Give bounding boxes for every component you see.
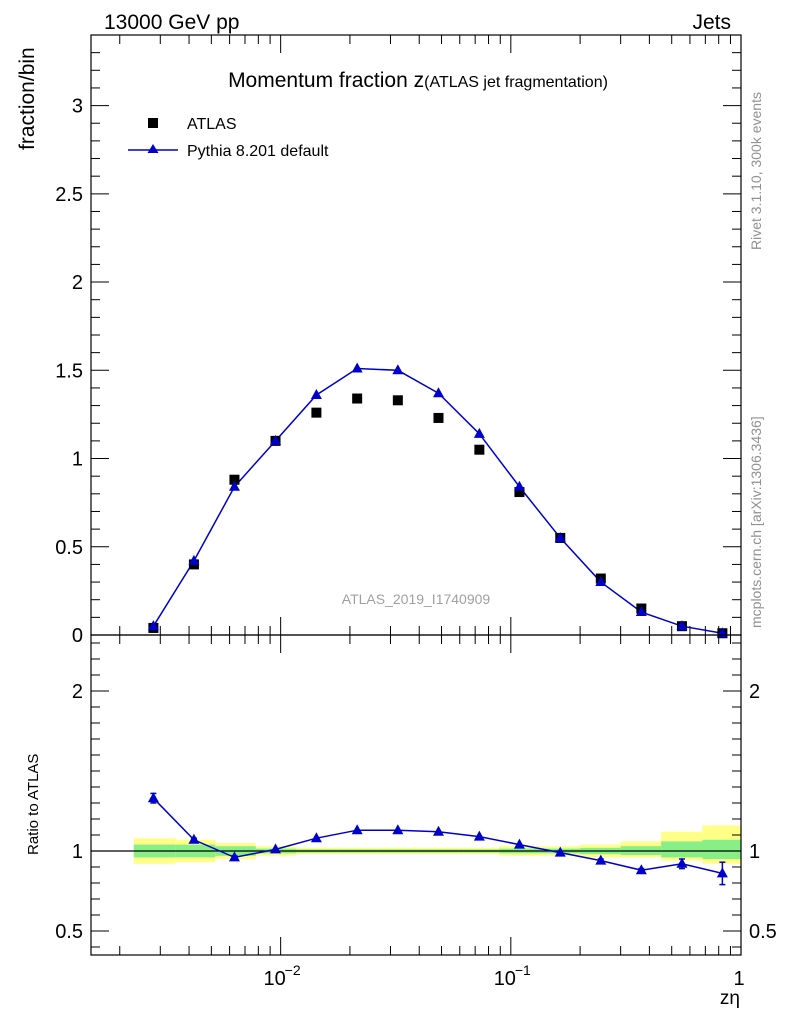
ratio-band-inner: [661, 841, 703, 858]
pythia-point: [432, 387, 444, 398]
x-axis-label: zη: [720, 988, 740, 1009]
main-y-tick-label: 2: [72, 272, 83, 294]
ratio-pythia-point: [513, 838, 525, 849]
x-tick-exponent: −1: [515, 962, 531, 978]
x-tick-label: 10: [264, 968, 286, 990]
ratio-y-tick-label-left: 1: [72, 841, 83, 863]
ratio-band-inner: [702, 839, 741, 859]
main-y-tick-label: 3: [72, 96, 83, 118]
pythia-point: [188, 554, 200, 565]
chart-title-main: Momentum fraction z: [228, 69, 424, 92]
ratio-pythia-point: [392, 824, 404, 835]
ratio-y-tick-label-right: 0.5: [749, 921, 777, 943]
legend: ATLAS Pythia 8.201 default: [128, 116, 329, 160]
ratio-pythia-point: [676, 857, 688, 868]
ratio-pythia-line: [152, 797, 723, 875]
ratio-pythia-point: [310, 832, 322, 843]
atlas-point: [352, 393, 363, 404]
legend-pythia-marker: [147, 144, 159, 153]
pythia-point: [635, 606, 647, 617]
atlas-point: [474, 444, 485, 455]
ratio-pythia-point: [473, 830, 485, 841]
ratio-pythia-point: [635, 864, 647, 875]
atlas-point: [514, 487, 525, 498]
ratio-pythia-point: [270, 843, 282, 854]
ratio-pythia-point: [554, 846, 566, 857]
chart-title-suffix: (ATLAS jet fragmentation): [424, 74, 608, 91]
analysis-watermark: ATLAS_2019_I1740909: [342, 591, 491, 607]
ratio-panel-frame: [90, 634, 742, 956]
pythia-point: [473, 427, 485, 438]
pythia-point: [147, 620, 159, 631]
pythia-point: [554, 531, 566, 542]
main-y-tick-label: 1.5: [55, 360, 83, 382]
pythia-point: [595, 576, 607, 587]
legend-atlas-label: ATLAS: [187, 116, 237, 133]
pythia-point: [676, 620, 688, 631]
main-y-tick-label: 2.5: [55, 184, 83, 206]
atlas-point: [433, 412, 444, 423]
mcplots-source-label: mcplots.cern.ch [arXiv:1306.3436]: [748, 416, 764, 628]
category-label: Jets: [692, 11, 731, 34]
atlas-point: [392, 395, 403, 406]
atlas-point: [229, 474, 240, 485]
main-data-layer: [147, 362, 728, 639]
pythia-point: [228, 480, 240, 491]
ratio-pythia-point: [351, 824, 363, 835]
ratio-pythia-point: [595, 854, 607, 865]
ratio-data-layer: [147, 792, 728, 886]
x-tick-label: 1: [733, 968, 744, 990]
ratio-x-axis: 10−2 10−1 1: [119, 635, 745, 990]
legend-pythia-label: Pythia 8.201 default: [187, 143, 329, 160]
x-tick-exponent: −2: [285, 962, 301, 978]
rivet-events-label: Rivet 3.1.10, 300k events: [748, 92, 764, 250]
pythia-point: [513, 480, 525, 491]
pythia-point: [270, 434, 282, 445]
legend-atlas-marker: [148, 118, 158, 128]
main-y-tick-label: 0: [72, 625, 83, 647]
ratio-y-label: Ratio to ATLAS: [25, 754, 42, 855]
ratio-pythia-point: [188, 833, 200, 844]
x-tick-label: 10: [494, 968, 516, 990]
ratio-y-tick-label-right: 2: [749, 681, 760, 703]
pythia-point: [351, 362, 363, 373]
ratio-y-tick-label-left: 2: [72, 681, 83, 703]
pythia-point: [310, 389, 322, 399]
atlas-point: [311, 407, 322, 418]
ratio-pythia-point: [432, 825, 444, 836]
pythia-point: [392, 364, 404, 375]
main-y-axis: 0 0.5 1 1.5 2 2.5 3: [55, 34, 741, 647]
ratio-pythia-point: [147, 792, 159, 803]
ratio-pythia-point: [228, 851, 240, 862]
chart-title: Momentum fraction z(ATLAS jet fragmentat…: [228, 69, 608, 92]
ratio-pythia-point: [716, 867, 728, 878]
main-y-label: fraction/bin: [16, 47, 39, 150]
main-y-tick-label: 1: [72, 449, 83, 471]
main-y-tick-label: 0.5: [55, 537, 83, 559]
process-label: 13000 GeV pp: [104, 11, 239, 34]
ratio-y-tick-label-left: 0.5: [55, 921, 83, 943]
ratio-y-tick-label-right: 1: [749, 841, 760, 863]
ratio-y-axis: 0.5 0.5 1 1 2 2: [55, 642, 777, 948]
